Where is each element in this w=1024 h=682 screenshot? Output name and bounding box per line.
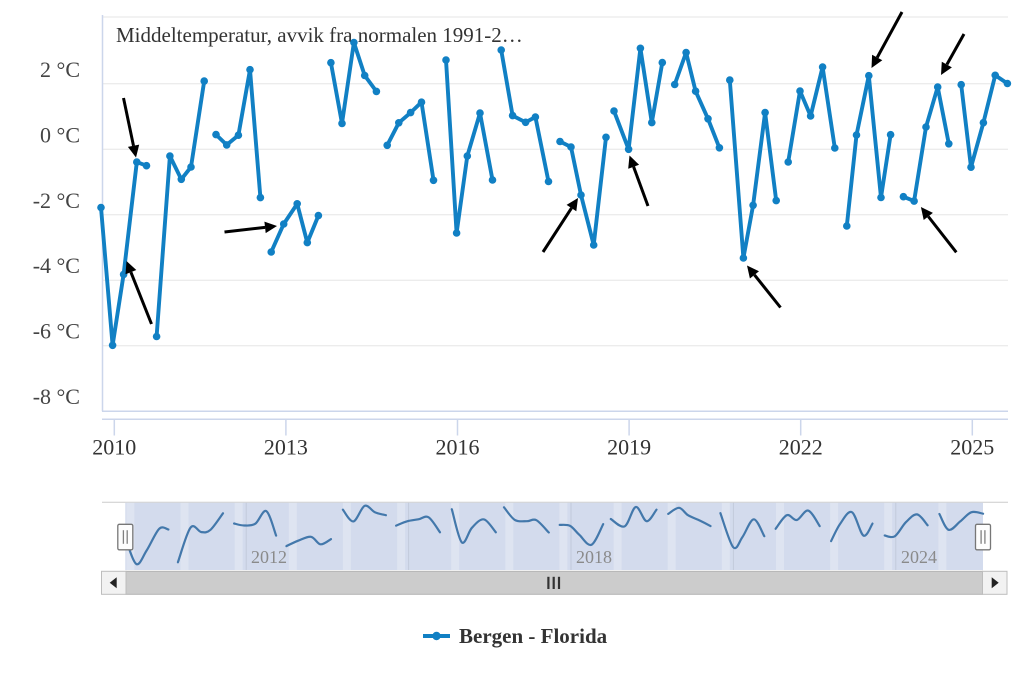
svg-text:2012: 2012	[251, 547, 287, 567]
svg-text:2016: 2016	[436, 435, 480, 460]
svg-text:2025: 2025	[950, 435, 994, 460]
svg-text:0 °C: 0 °C	[40, 122, 80, 147]
svg-text:Middeltemperatur, avvik fra no: Middeltemperatur, avvik fra normalen 199…	[116, 23, 523, 47]
svg-text:2010: 2010	[92, 435, 136, 460]
svg-text:2022: 2022	[779, 435, 823, 460]
svg-text:Bergen - Florida: Bergen - Florida	[459, 624, 608, 648]
svg-text:2013: 2013	[264, 435, 308, 460]
svg-text:-4 °C: -4 °C	[33, 253, 80, 278]
svg-text:2 °C: 2 °C	[40, 57, 80, 82]
svg-text:2024: 2024	[901, 547, 937, 567]
svg-text:-2 °C: -2 °C	[33, 188, 80, 213]
svg-text:2019: 2019	[607, 435, 651, 460]
svg-text:2018: 2018	[576, 547, 612, 567]
svg-text:-6 °C: -6 °C	[33, 319, 80, 344]
svg-text:-8 °C: -8 °C	[33, 384, 80, 409]
